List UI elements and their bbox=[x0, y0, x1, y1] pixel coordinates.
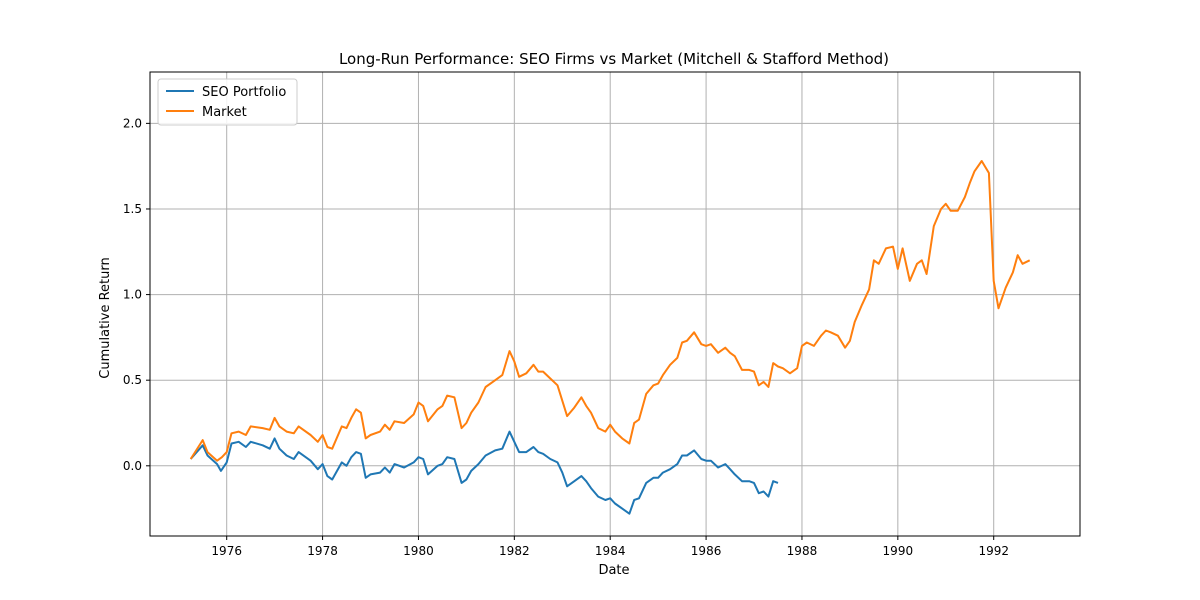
x-tick-label: 1982 bbox=[499, 544, 530, 558]
x-tick-label: 1990 bbox=[883, 544, 914, 558]
y-tick-label: 1.5 bbox=[123, 202, 142, 216]
legend-label-seo-portfolio: SEO Portfolio bbox=[202, 85, 286, 100]
y-axis-label: Cumulative Return bbox=[98, 257, 113, 378]
x-tick-label: 1992 bbox=[978, 544, 1009, 558]
y-tick-label: 0.5 bbox=[123, 373, 142, 387]
y-tick-label: 1.0 bbox=[123, 288, 142, 302]
y-tick-label: 0.0 bbox=[123, 459, 142, 473]
x-tick-label: 1978 bbox=[307, 544, 338, 558]
series-layer bbox=[189, 160, 1031, 515]
grid bbox=[150, 72, 1080, 536]
x-tick-label: 1984 bbox=[595, 544, 626, 558]
y-tick-label: 2.0 bbox=[123, 116, 142, 130]
legend: SEO Portfolio Market bbox=[157, 78, 298, 126]
series-line-market bbox=[189, 160, 1031, 462]
series-line-seo-portfolio bbox=[189, 430, 779, 515]
x-axis: 1976 1978 1980 1982 1984 1986 1988 1990 1992 bbox=[211, 536, 1009, 558]
legend-label-market: Market bbox=[202, 105, 247, 120]
chart-title: Long-Run Performance: SEO Firms vs Marke… bbox=[339, 50, 889, 68]
x-axis-label: Date bbox=[598, 563, 629, 578]
y-axis: 0.0 0.5 1.0 1.5 2.0 bbox=[123, 116, 150, 473]
x-tick-label: 1980 bbox=[403, 544, 434, 558]
plot-frame bbox=[149, 71, 1081, 537]
x-tick-label: 1988 bbox=[787, 544, 818, 558]
x-tick-label: 1976 bbox=[211, 544, 242, 558]
x-tick-label: 1986 bbox=[691, 544, 722, 558]
